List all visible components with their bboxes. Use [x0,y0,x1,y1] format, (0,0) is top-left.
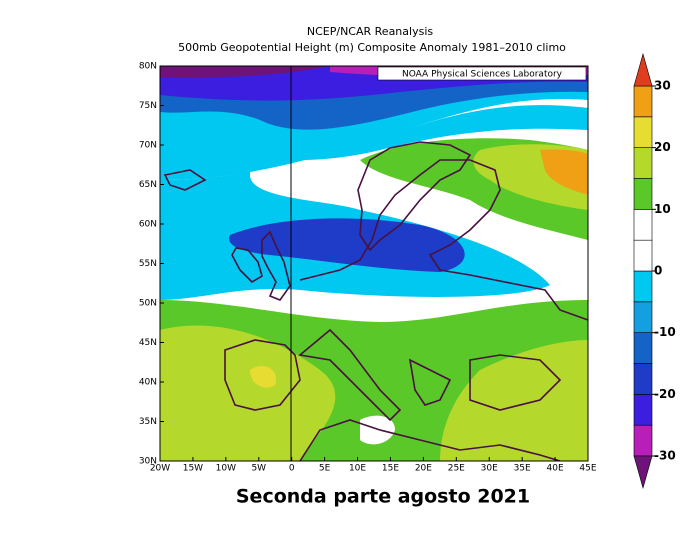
y-tick-label: 70N [139,141,157,151]
y-tick-label: 75N [139,101,157,111]
x-tick-label: 15W [183,464,203,474]
colorbar-tick-label: -10 [654,325,676,339]
y-tick-label: 50N [139,299,157,309]
caption: Seconda parte agosto 2021 [236,486,530,508]
colorbar-tick-label: -20 [654,387,676,401]
x-tick-label: 40E [547,464,564,474]
y-tick-label: 55N [139,259,157,269]
colorbar-band [633,301,653,333]
colorbar-band [633,270,653,303]
colorbar-band [633,178,653,210]
x-tick-label: 15E [382,464,399,474]
colorbar-band [633,424,653,457]
colorbar-band [633,239,653,272]
colorbar-band [633,85,653,118]
credit-box [377,66,587,81]
colorbar-band [633,363,653,395]
x-tick-label: 20E [415,464,432,474]
x-tick-label: 30E [481,464,498,474]
x-tick-label: 20W [150,464,170,474]
coastlines [163,141,588,461]
colorbar-band [633,147,653,179]
colorbar-band [633,332,653,364]
y-tick-label: 40N [139,378,157,388]
colorbar-tick-label: 10 [654,202,671,216]
y-tick-label: 35N [139,417,157,427]
colorbar: -30 -20 -10 0 10 20 30 [633,52,676,490]
y-tick-label: 60N [139,220,157,230]
credit: NOAA Physical Sciences Laboratory [402,70,563,80]
y-tick-label: 30N [139,457,157,467]
colorbar-tick-label: -30 [654,449,676,463]
x-tick-label: 25E [448,464,465,474]
colorbar-tick-label: 0 [654,264,662,278]
x-tick-label: 5W [251,464,266,474]
y-tick-label: 45N [139,338,157,348]
colorbar-tick-label: 30 [654,79,671,93]
colorbar-tick-label: 20 [654,140,671,154]
subtitle: 500mb Geopotential Height (m) Composite … [178,41,566,54]
colorbar-band [633,209,653,241]
x-tick-label: 0 [289,464,295,474]
title: NCEP/NCAR Reanalysis [307,25,433,38]
x-tick-label: 5E [319,464,331,474]
colorbar-band [633,116,653,148]
colorbar-over [633,52,653,87]
anomaly-field [160,66,588,461]
y-tick-label: 80N [139,62,157,72]
x-tick-label: 10E [349,464,366,474]
axes: 20W 15W 10W 5W 0 5E 10E 15E 20E 25E 30E 35E 40E 45E 30… [139,62,597,474]
x-tick-label: 10W [216,464,236,474]
x-tick-label: 35E [514,464,531,474]
colorbar-band [633,394,653,426]
colorbar-under [633,455,653,490]
y-tick-label: 65N [139,180,157,190]
x-tick-label: 45E [579,464,596,474]
